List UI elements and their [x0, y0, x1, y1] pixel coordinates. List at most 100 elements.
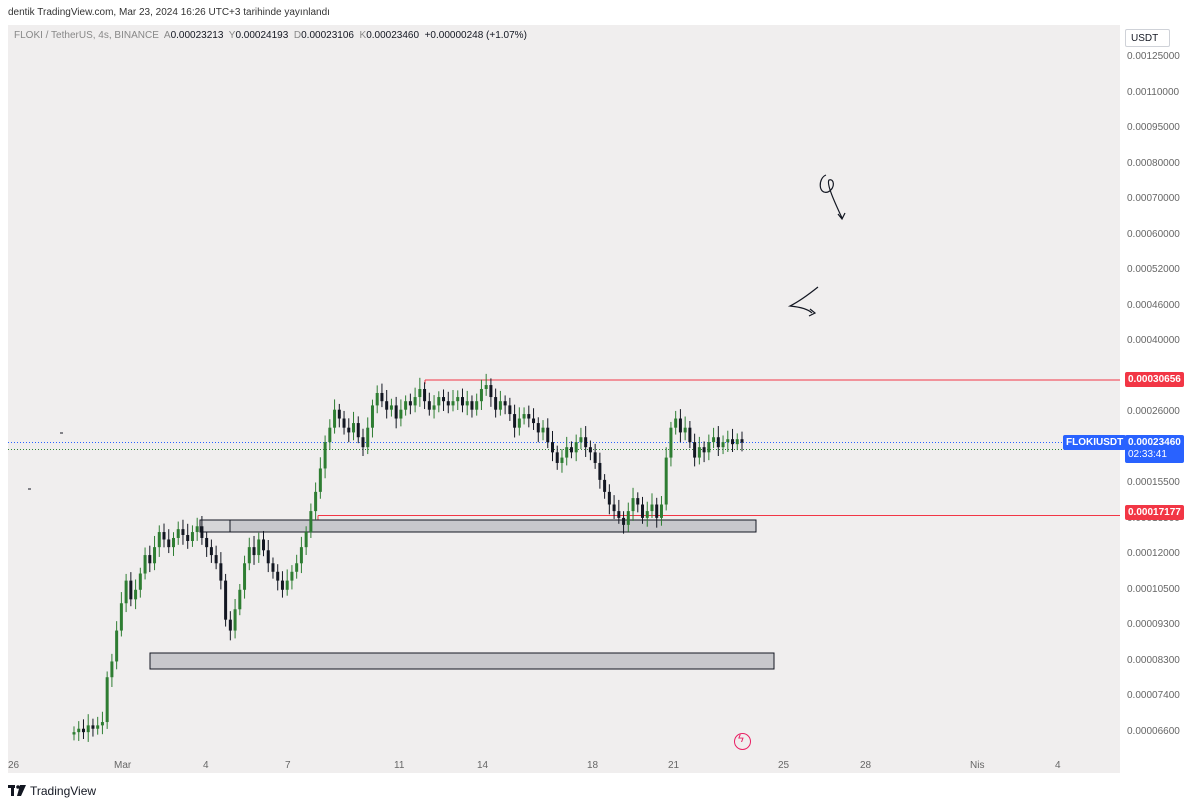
candle-body — [603, 479, 607, 492]
legend-low: 0.00023106 — [301, 30, 354, 41]
price-tick-label: 0.00070000 — [1127, 193, 1180, 205]
candle-body — [451, 401, 455, 406]
price-tick-label: 0.00009300 — [1127, 619, 1180, 631]
time-tick-label: 7 — [285, 760, 291, 771]
bar-countdown: 02:33:41 — [1128, 449, 1167, 460]
candle-body — [664, 457, 668, 505]
price-tick-label: 0.00040000 — [1127, 335, 1180, 347]
candle-body — [460, 397, 464, 406]
candle-body — [314, 491, 318, 512]
last-price-tag: 0.00023460 02:33:41 — [1125, 435, 1184, 463]
candle-body — [375, 392, 379, 406]
price-tick-label: 0.00110000 — [1127, 86, 1180, 98]
candle-body — [631, 498, 635, 512]
time-tick-label: 14 — [477, 760, 489, 771]
candle-body — [290, 571, 294, 581]
candle-body — [650, 504, 654, 512]
candle-body — [678, 418, 682, 433]
candle-body — [716, 437, 720, 448]
price-tick-label: 0.00012000 — [1127, 548, 1180, 560]
candle-body — [361, 437, 365, 448]
candle-body — [385, 401, 389, 410]
candle-body — [731, 439, 735, 445]
candle-body — [446, 401, 450, 406]
candle-body — [541, 427, 545, 433]
hand-drawn-scribble — [787, 286, 819, 317]
candle-body — [513, 414, 517, 428]
candle-body — [280, 580, 284, 590]
time-tick-label: 26 — [8, 760, 20, 771]
candle-body — [328, 427, 332, 443]
candle-body — [498, 401, 502, 410]
candle-body — [138, 573, 142, 590]
candle-body — [437, 397, 441, 406]
candle-body — [697, 447, 701, 458]
legend-open: 0.00023213 — [170, 30, 224, 41]
candle-body — [584, 437, 588, 448]
candle-body — [110, 661, 114, 678]
candle-body — [536, 423, 540, 433]
candle-body — [77, 728, 81, 733]
currency-button[interactable]: USDT — [1125, 29, 1170, 47]
candle-body — [565, 447, 569, 458]
candle-body — [427, 401, 431, 410]
candle-body — [423, 388, 427, 402]
candle-body — [190, 532, 194, 541]
price-tick-label: 0.00008300 — [1127, 654, 1180, 666]
candle-body — [408, 401, 412, 406]
lightning-icon[interactable] — [734, 733, 751, 750]
price-tick-label: 0.00052000 — [1127, 264, 1180, 276]
candle-body — [238, 589, 242, 610]
candle-body — [153, 547, 157, 564]
candle-body — [224, 580, 228, 620]
candle-body — [560, 457, 564, 463]
time-tick-label: 11 — [394, 760, 405, 771]
candle-body — [205, 537, 209, 548]
candle-body — [81, 728, 85, 733]
resistance-price-tag: 0.00030656 — [1125, 372, 1184, 387]
candle-body — [176, 529, 180, 538]
price-tick-label: 0.00007400 — [1127, 690, 1180, 702]
candle-body — [200, 526, 204, 538]
candle-body — [404, 401, 408, 410]
candle-body — [219, 563, 223, 581]
support-zone-rect — [199, 519, 757, 533]
candle-body — [276, 571, 280, 581]
candle-body — [342, 418, 346, 428]
candle-body — [247, 547, 251, 564]
candle-body — [546, 427, 550, 443]
candle-body — [702, 447, 706, 453]
candle-body — [669, 427, 673, 458]
candle-body — [740, 439, 744, 443]
candle-body — [394, 405, 398, 419]
price-tick-label: 0.00080000 — [1127, 157, 1180, 169]
legend-low-key: D — [293, 30, 302, 41]
candle-body — [262, 539, 266, 551]
candle-body — [432, 405, 436, 410]
chart-pane[interactable] — [8, 25, 1120, 773]
candle-body — [494, 397, 498, 410]
candle-body — [489, 385, 493, 398]
candle-body — [347, 427, 351, 433]
candle-body — [636, 498, 640, 505]
support-price-tag: 0.00017177 — [1125, 505, 1184, 520]
candle-body — [380, 392, 384, 402]
candle-body — [693, 442, 697, 458]
price-tick-label: 0.00060000 — [1127, 228, 1180, 240]
candle-body — [555, 452, 559, 463]
candle-body — [712, 437, 716, 443]
symbol-price-tag: FLOKIUSDT — [1063, 435, 1127, 450]
time-tick-label: Mar — [114, 760, 132, 771]
candle-body — [413, 397, 417, 406]
candle-body — [285, 580, 289, 590]
price-tick-label: 0.00026000 — [1127, 406, 1180, 418]
legend-high: 0.00024193 — [235, 30, 289, 41]
candle-body — [266, 550, 270, 564]
legend-open-key: A — [163, 30, 171, 41]
candle-body — [157, 532, 161, 548]
candle-body — [442, 397, 446, 402]
price-scale[interactable] — [1120, 25, 1200, 773]
candle-body — [626, 511, 630, 525]
